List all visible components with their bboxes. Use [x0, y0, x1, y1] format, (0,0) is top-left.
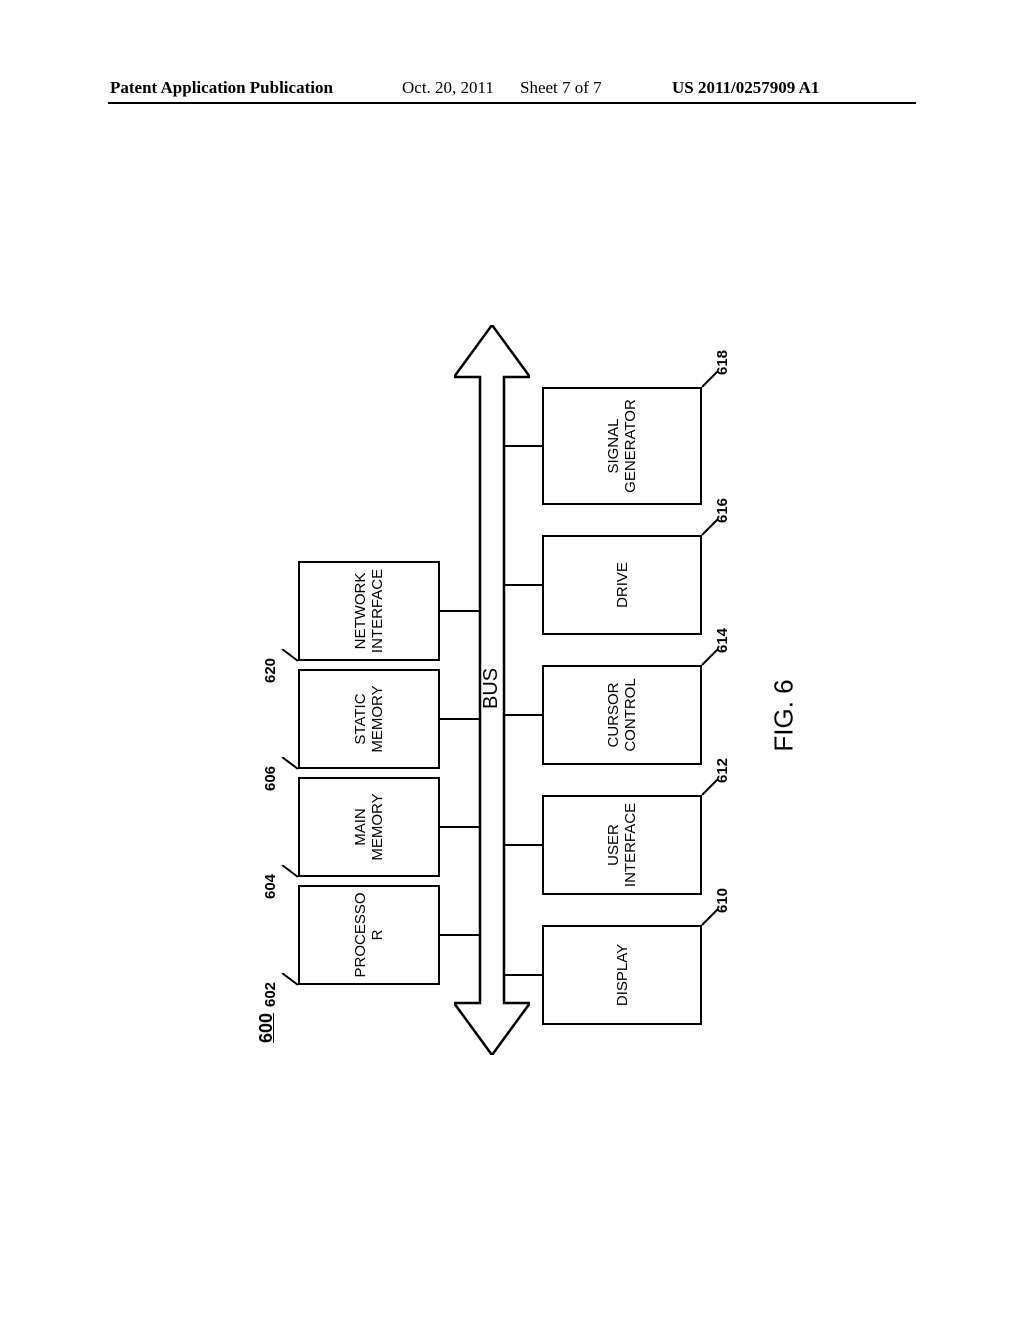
drive-conn [504, 584, 542, 586]
main-memory-tick-2 [278, 865, 300, 885]
network-interface-block-2: NETWORK INTERFACE [298, 561, 440, 661]
processor-tick-2 [278, 973, 300, 993]
publication-label-2: Patent Application Publication [110, 78, 333, 98]
main-memory-conn-2 [440, 826, 480, 828]
cursor-control-block: CURSOR CONTROL [542, 665, 702, 765]
patent-page-real: Patent Application Publication Oct. 20, … [0, 0, 1024, 1320]
drive-label: DRIVE [614, 562, 631, 608]
page-header-2: Patent Application Publication Oct. 20, … [0, 78, 1024, 108]
figure-container: 600 BUS PROCESSO R 602 MAIN MEMORY 604 S… [262, 325, 762, 1055]
user-interface-block: USER INTERFACE [542, 795, 702, 895]
system-ref: 600 [256, 1013, 277, 1043]
static-memory-label-2: STATIC MEMORY [352, 685, 386, 752]
display-conn [504, 974, 542, 976]
sheet-number-2: Sheet 7 of 7 [520, 78, 602, 98]
drive-block: DRIVE [542, 535, 702, 635]
network-interface-label-2: NETWORK INTERFACE [352, 569, 386, 653]
signal-generator-label: SIGNAL GENERATOR [605, 399, 639, 493]
static-memory-conn-2 [440, 718, 480, 720]
static-memory-tick-2 [278, 757, 300, 777]
main-memory-label-2: MAIN MEMORY [352, 793, 386, 860]
network-interface-tick-2 [278, 649, 300, 669]
processor-label-2: PROCESSO R [352, 892, 386, 977]
display-ref: 610 [714, 888, 731, 913]
processor-ref-2: 602 [262, 982, 279, 1007]
network-interface-ref-2: 620 [262, 658, 279, 683]
signal-generator-block: SIGNAL GENERATOR [542, 387, 702, 505]
processor-block-2: PROCESSO R [298, 885, 440, 985]
processor-conn-2 [440, 934, 480, 936]
cursor-control-label: CURSOR CONTROL [605, 678, 639, 751]
user-interface-label: USER INTERFACE [605, 803, 639, 887]
display-block: DISPLAY [542, 925, 702, 1025]
signal-generator-ref: 618 [714, 350, 731, 375]
signal-generator-conn [504, 445, 542, 447]
network-interface-conn-2 [440, 610, 480, 612]
cursor-control-ref: 614 [714, 628, 731, 653]
cursor-control-conn [504, 714, 542, 716]
header-rule-2 [108, 102, 916, 104]
main-memory-block-2: MAIN MEMORY [298, 777, 440, 877]
publication-date-2: Oct. 20, 2011 [402, 78, 494, 98]
user-interface-conn [504, 844, 542, 846]
main-memory-ref-2: 604 [262, 874, 279, 899]
drive-ref: 616 [714, 498, 731, 523]
static-memory-block-2: STATIC MEMORY [298, 669, 440, 769]
user-interface-ref: 612 [714, 758, 731, 783]
static-memory-ref-2: 606 [262, 766, 279, 791]
publication-number-2: US 2011/0257909 A1 [672, 78, 819, 98]
bus-label-2: BUS [480, 668, 503, 709]
display-label: DISPLAY [614, 944, 631, 1006]
figure-label: FIG. 6 [769, 679, 800, 751]
